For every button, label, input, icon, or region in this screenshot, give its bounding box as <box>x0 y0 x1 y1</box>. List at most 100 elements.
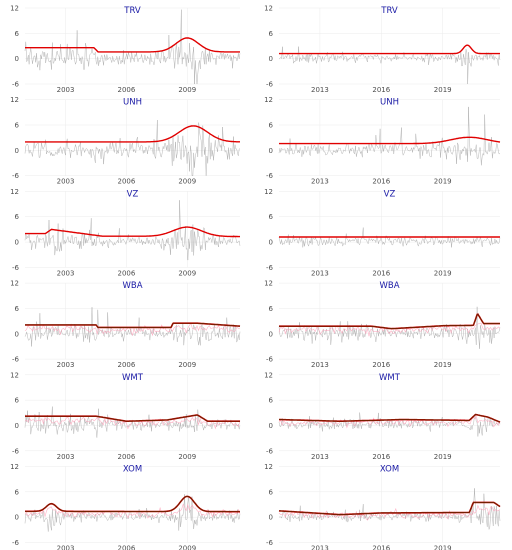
x-tick-label: 2019 <box>434 178 452 186</box>
panel-title: WMT <box>122 373 144 383</box>
volatility-line-dark <box>279 313 500 330</box>
x-tick-label: 2013 <box>311 545 329 550</box>
x-tick-label: 2009 <box>178 269 196 277</box>
y-tick-label: 0 <box>269 55 273 63</box>
y-tick-label: 0 <box>269 422 273 430</box>
y-tick-label: 0 <box>15 514 19 522</box>
x-tick-label: 2016 <box>372 361 390 369</box>
y-tick-label: 0 <box>269 330 273 338</box>
y-tick-label: 6 <box>15 30 20 38</box>
x-tick-label: 2016 <box>372 453 390 461</box>
y-tick-label: 6 <box>269 213 274 221</box>
panel-6: -6 0 6 12 2003 2006 2009 WBA <box>10 280 241 369</box>
panel-2: -6 0 6 12 2003 2006 2009 UNH <box>10 96 241 186</box>
x-tick-label: 2003 <box>57 178 75 186</box>
x-tick-label: 2009 <box>178 545 196 550</box>
y-tick-label: 6 <box>15 488 20 496</box>
x-tick-label: 2006 <box>118 269 136 277</box>
panel-3: -6 0 6 12 2013 2016 2019 UNH <box>264 96 501 186</box>
x-tick-label: 2009 <box>178 86 196 94</box>
y-tick-label: 6 <box>269 122 274 130</box>
y-tick-label: -6 <box>12 264 20 272</box>
panel-title: UNH <box>380 98 399 108</box>
panel-11: -6 0 6 12 2013 2016 2019 XOM <box>264 463 501 550</box>
y-tick-label: -6 <box>12 172 20 180</box>
y-tick-label: 12 <box>264 188 273 196</box>
x-tick-label: 2006 <box>118 453 136 461</box>
x-tick-label: 2016 <box>372 545 390 550</box>
x-tick-label: 2019 <box>434 361 452 369</box>
pink-series <box>278 322 501 337</box>
volatility-line-dark <box>278 502 501 515</box>
volatility-line-dark <box>25 496 240 513</box>
x-tick-label: 2006 <box>118 86 136 94</box>
y-tick-label: -6 <box>266 264 274 272</box>
x-tick-label: 2016 <box>372 269 390 277</box>
y-tick-label: 6 <box>269 488 274 496</box>
x-tick-label: 2006 <box>118 361 136 369</box>
returns-series <box>24 9 241 85</box>
panel-title: WMT <box>379 373 401 383</box>
volatility-line <box>279 413 501 423</box>
x-tick-label: 2003 <box>57 453 75 461</box>
panel-title: WBA <box>122 281 142 291</box>
y-tick-label: 0 <box>15 147 19 155</box>
x-tick-label: 2016 <box>372 178 390 186</box>
panel-7: -6 0 6 12 2013 2016 2019 WBA <box>264 280 501 369</box>
x-tick-label: 2019 <box>434 86 452 94</box>
y-tick-label: 6 <box>269 30 274 38</box>
x-tick-label: 2009 <box>178 361 196 369</box>
y-tick-label: 6 <box>15 213 20 221</box>
x-tick-label: 2003 <box>57 545 75 550</box>
x-tick-label: 2016 <box>372 86 390 94</box>
returns-series <box>278 306 501 349</box>
y-tick-label: -6 <box>266 539 274 547</box>
y-tick-label: 12 <box>10 463 19 471</box>
x-tick-label: 2009 <box>178 453 196 461</box>
y-tick-label: 0 <box>269 147 273 155</box>
x-tick-label: 2013 <box>311 453 329 461</box>
volatility-line-dark <box>279 414 501 423</box>
y-tick-label: 6 <box>269 397 274 405</box>
panel-title: VZ <box>384 189 396 199</box>
volatility-line <box>25 37 240 53</box>
y-tick-label: 0 <box>15 330 19 338</box>
y-tick-label: 12 <box>10 371 19 379</box>
panel-title: WBA <box>379 281 399 291</box>
y-tick-label: -6 <box>12 81 20 89</box>
pink-series <box>24 322 241 337</box>
volatility-line <box>279 136 501 145</box>
y-tick-label: -6 <box>12 539 20 547</box>
y-tick-label: 0 <box>269 239 273 247</box>
pink-series <box>24 416 241 430</box>
panel-title: VZ <box>127 189 139 199</box>
y-tick-label: 6 <box>15 305 20 313</box>
returns-series <box>278 488 501 530</box>
panel-0: -6 0 6 12 2003 2006 2009 TRV <box>10 5 241 94</box>
panel-title: TRV <box>123 6 141 16</box>
volatility-line-dark <box>25 322 241 328</box>
y-tick-label: 12 <box>10 96 19 104</box>
y-tick-label: 12 <box>10 280 19 288</box>
pink-series <box>24 503 241 519</box>
y-tick-label: -6 <box>12 447 20 455</box>
panel-8: -6 0 6 12 2003 2006 2009 WMT <box>10 371 241 461</box>
returns-series <box>24 200 241 261</box>
x-tick-label: 2003 <box>57 86 75 94</box>
returns-series <box>24 119 241 176</box>
returns-series <box>24 406 241 438</box>
y-tick-label: 12 <box>264 371 273 379</box>
x-tick-label: 2019 <box>434 269 452 277</box>
panel-4: -6 0 6 12 2003 2006 2009 VZ <box>10 188 241 277</box>
x-tick-label: 2013 <box>311 178 329 186</box>
y-tick-label: 0 <box>269 514 273 522</box>
y-tick-label: 12 <box>10 188 19 196</box>
y-tick-label: 6 <box>15 397 20 405</box>
panel-10: -6 0 6 12 2003 2006 2009 XOM <box>10 463 241 550</box>
volatility-line <box>279 44 500 55</box>
x-tick-label: 2019 <box>434 545 452 550</box>
y-tick-label: -6 <box>12 356 20 364</box>
volatility-line-dark <box>25 414 240 422</box>
y-tick-label: 12 <box>264 463 273 471</box>
panel-title: UNH <box>123 98 142 108</box>
